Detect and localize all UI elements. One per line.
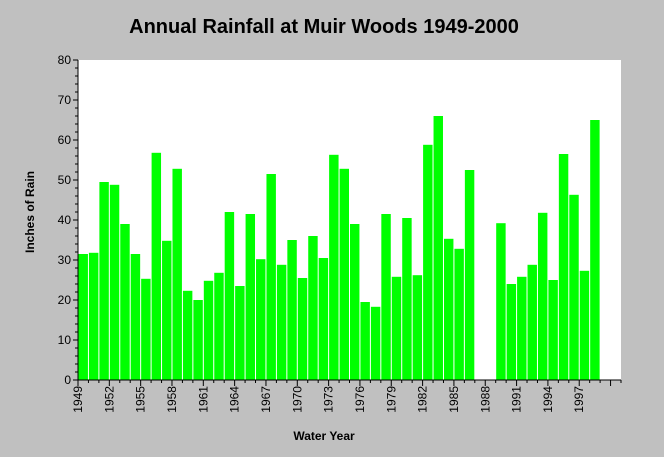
- y-tick-label: 20: [58, 293, 72, 307]
- bar-1950: [88, 252, 99, 380]
- bar-1985: [454, 248, 464, 380]
- x-tick-label: 1976: [353, 386, 367, 413]
- x-tick-label: 1982: [416, 386, 430, 413]
- bar-1966: [256, 259, 266, 380]
- bar-1958: [172, 168, 182, 380]
- y-tick-label: 40: [58, 213, 72, 227]
- bar-1990: [506, 284, 517, 380]
- bar-1973: [329, 154, 339, 380]
- bar-1967: [266, 174, 276, 380]
- bar-1954: [130, 254, 141, 380]
- bars-group: [78, 116, 600, 380]
- bar-1960: [193, 300, 203, 380]
- bar-1981: [412, 275, 423, 380]
- x-tick-label: 1973: [322, 386, 336, 413]
- bar-1955: [141, 278, 151, 380]
- bar-1975: [350, 224, 360, 380]
- y-tick-label: 60: [58, 133, 72, 147]
- y-tick-label: 10: [58, 333, 72, 347]
- chart-title: Annual Rainfall at Muir Woods 1949-2000: [129, 16, 519, 38]
- bar-1978: [381, 214, 391, 380]
- y-tick-label: 80: [58, 53, 72, 67]
- y-tick-label: 50: [58, 173, 72, 187]
- x-tick-label: 1964: [228, 386, 242, 413]
- bar-1953: [120, 224, 130, 380]
- x-tick-label: 1970: [290, 386, 304, 413]
- y-tick-label: 0: [64, 373, 71, 387]
- bar-1965: [245, 214, 256, 380]
- bar-1949: [78, 254, 88, 380]
- bar-1997: [579, 270, 590, 380]
- bar-1968: [276, 264, 287, 380]
- bar-1971: [308, 236, 318, 380]
- bar-1959: [182, 290, 193, 380]
- bar-1952: [109, 184, 120, 380]
- bar-1956: [151, 152, 162, 380]
- bar-1972: [318, 258, 329, 380]
- bar-1977: [370, 306, 381, 380]
- x-tick-label: 1961: [196, 386, 210, 413]
- x-tick-label: 1967: [259, 386, 273, 413]
- bar-1963: [224, 212, 235, 380]
- y-axis-label: Inches of Rain: [23, 171, 37, 253]
- bar-1979: [391, 276, 402, 380]
- bar-1993: [537, 212, 548, 380]
- x-tick-label: 1997: [572, 386, 586, 413]
- y-tick-label: 70: [58, 93, 72, 107]
- x-tick-label: 1952: [102, 386, 116, 413]
- x-ticks-group: 1949 1952 1955 1958 1961 1964 1967 1970 1973 1976…: [71, 380, 622, 413]
- x-tick-label: 1955: [134, 386, 148, 413]
- bar-1961: [203, 280, 214, 380]
- y-tick-label: 30: [58, 253, 72, 267]
- bar-1982: [423, 144, 433, 380]
- bar-1998: [590, 120, 600, 380]
- x-axis-label: Water Year: [293, 429, 355, 443]
- x-tick-label: 1994: [541, 386, 555, 413]
- x-tick-label: 1949: [71, 386, 85, 413]
- bar-1957: [162, 240, 172, 380]
- bar-1989: [496, 223, 506, 380]
- bar-1991: [517, 276, 527, 380]
- bar-1951: [99, 182, 109, 380]
- bar-1970: [297, 278, 308, 380]
- y-ticks-group: 0 10 20 30 40 50 60 70 80: [58, 53, 78, 387]
- bar-1964: [235, 286, 245, 380]
- bar-1969: [287, 240, 297, 380]
- bar-1986: [464, 170, 475, 380]
- bar-1995: [558, 154, 569, 380]
- bar-1976: [360, 302, 370, 380]
- bar-1994: [548, 280, 558, 380]
- bar-1962: [214, 272, 224, 380]
- x-tick-label: 1958: [165, 386, 179, 413]
- bar-1984: [443, 238, 454, 380]
- x-tick-label: 1979: [384, 386, 398, 413]
- bar-1983: [433, 116, 443, 380]
- x-tick-label: 1988: [478, 386, 492, 413]
- bar-1996: [569, 194, 579, 380]
- bar-1992: [527, 264, 537, 380]
- bar-1974: [339, 168, 349, 380]
- x-tick-label: 1991: [510, 386, 524, 413]
- bar-1980: [402, 218, 412, 380]
- x-tick-label: 1985: [447, 386, 461, 413]
